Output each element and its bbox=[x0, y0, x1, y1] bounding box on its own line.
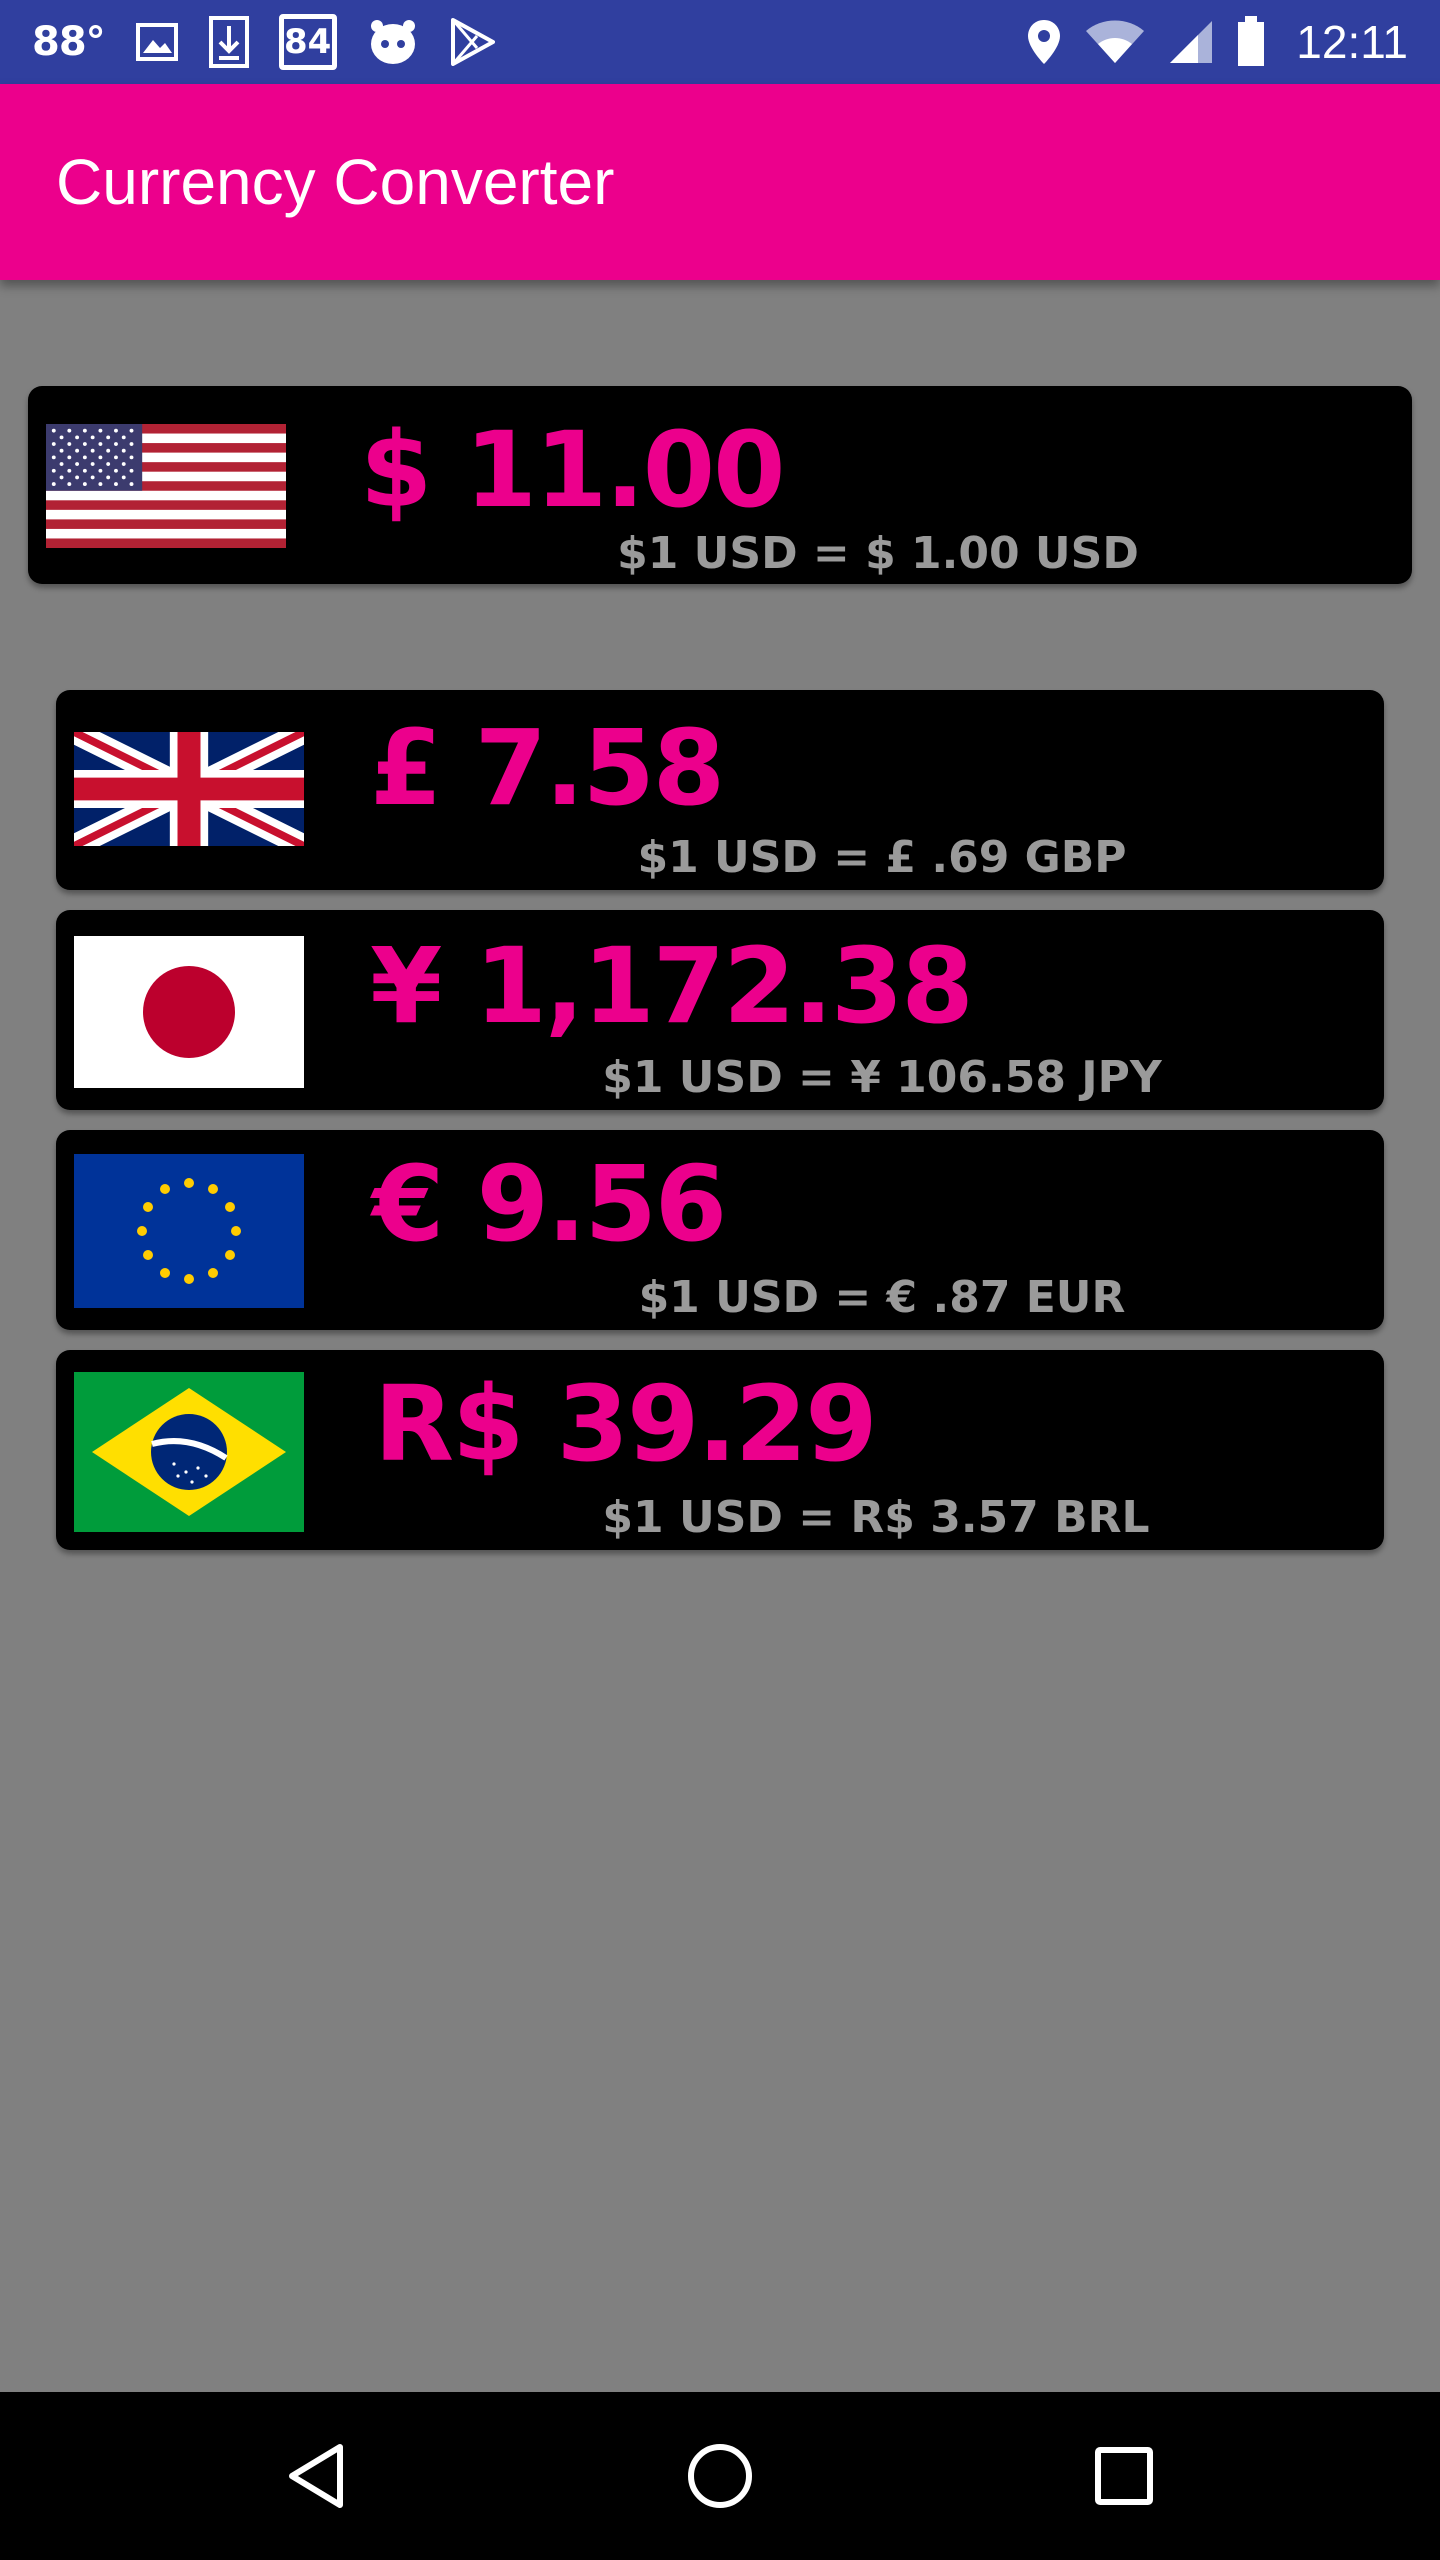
back-button[interactable] bbox=[266, 2426, 366, 2526]
status-bar: 88° 84 12:11 bbox=[0, 0, 1440, 84]
japan-flag-icon bbox=[74, 936, 304, 1088]
brl-amount: R$ 39.29 bbox=[374, 1363, 878, 1485]
brazil-flag-icon bbox=[74, 1372, 304, 1532]
eu-flag-icon bbox=[74, 1154, 304, 1308]
calendar-badge-icon: 84 bbox=[278, 14, 337, 70]
status-time: 12:11 bbox=[1296, 16, 1408, 68]
status-temperature: 88° bbox=[32, 19, 106, 65]
download-icon bbox=[208, 16, 249, 68]
image-icon bbox=[135, 20, 179, 64]
base-currency-card-usd[interactable]: $ 11.00 $1 USD = $ 1.00 USD bbox=[28, 386, 1412, 584]
play-store-icon bbox=[449, 18, 495, 66]
battery-icon bbox=[1236, 16, 1266, 68]
home-icon bbox=[688, 2444, 752, 2508]
app-bar: Currency Converter bbox=[0, 84, 1440, 280]
currency-card-brl[interactable]: R$ 39.29 $1 USD = R$ 3.57 BRL bbox=[56, 1350, 1384, 1550]
app-title: Currency Converter bbox=[56, 146, 615, 218]
eur-amount: € 9.56 bbox=[372, 1143, 727, 1265]
location-icon bbox=[1026, 18, 1062, 66]
currency-card-jpy[interactable]: ¥ 1,172.38 $1 USD = ¥ 106.58 JPY bbox=[56, 910, 1384, 1110]
gbp-rate: $1 USD = £ .69 GBP bbox=[637, 832, 1127, 883]
brl-rate: $1 USD = R$ 3.57 BRL bbox=[602, 1492, 1150, 1543]
status-left-group: 88° 84 bbox=[32, 0, 495, 84]
uk-flag-icon bbox=[74, 732, 304, 846]
usd-rate: $1 USD = $ 1.00 USD bbox=[617, 528, 1139, 579]
recents-button[interactable] bbox=[1074, 2426, 1174, 2526]
currency-card-eur[interactable]: € 9.56 $1 USD = € .87 EUR bbox=[56, 1130, 1384, 1330]
usd-amount[interactable]: $ 11.00 bbox=[360, 409, 786, 531]
home-button[interactable] bbox=[670, 2426, 770, 2526]
back-icon bbox=[289, 2444, 343, 2508]
navigation-bar bbox=[0, 2392, 1440, 2560]
eur-rate: $1 USD = € .87 EUR bbox=[638, 1272, 1126, 1323]
currency-card-gbp[interactable]: £ 7.58 $1 USD = £ .69 GBP bbox=[56, 690, 1384, 890]
signal-icon bbox=[1168, 19, 1214, 65]
wifi-icon bbox=[1084, 19, 1146, 65]
jpy-rate: $1 USD = ¥ 106.58 JPY bbox=[602, 1052, 1162, 1103]
jpy-amount: ¥ 1,172.38 bbox=[370, 925, 974, 1047]
recents-icon bbox=[1095, 2447, 1153, 2505]
status-right-group: 12:11 bbox=[1026, 0, 1408, 84]
alien-icon bbox=[367, 18, 419, 66]
us-flag-icon bbox=[46, 424, 286, 548]
gbp-amount: £ 7.58 bbox=[370, 707, 725, 829]
